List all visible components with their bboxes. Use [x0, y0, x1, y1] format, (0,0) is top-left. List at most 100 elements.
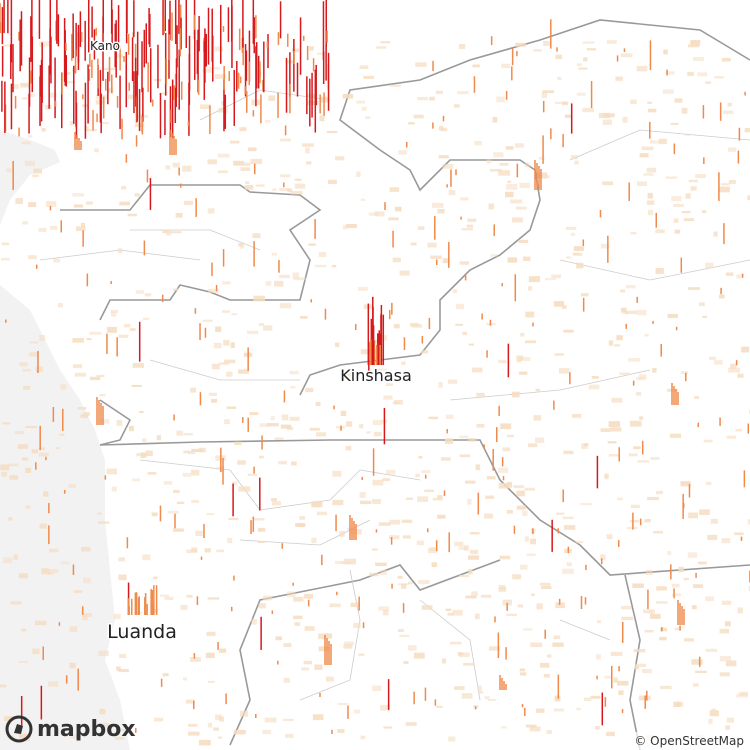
density-mark	[258, 323, 265, 326]
density-mark	[285, 733, 294, 738]
density-mark	[291, 190, 303, 195]
density-mark	[243, 162, 251, 167]
density-mark	[500, 423, 512, 430]
density-mark	[142, 554, 151, 561]
density-mark	[498, 467, 509, 473]
density-mark	[77, 407, 87, 410]
density-mark	[72, 364, 83, 369]
density-mark	[445, 414, 454, 419]
density-mark	[620, 53, 633, 58]
attribution[interactable]: © OpenStreetMap	[628, 732, 750, 750]
density-mark	[713, 231, 718, 237]
density-mark	[644, 629, 654, 633]
density-mark	[21, 628, 27, 632]
density-mark	[448, 190, 456, 196]
density-mark	[17, 444, 29, 449]
density-mark	[488, 698, 496, 701]
density-mark	[555, 512, 565, 515]
density-mark	[1, 471, 8, 477]
density-mark	[573, 246, 584, 251]
density-mark	[735, 429, 743, 432]
density-mark	[405, 497, 413, 500]
density-mark	[630, 231, 637, 235]
density-mark	[546, 730, 553, 734]
density-mark	[620, 307, 627, 313]
density-mark	[222, 281, 231, 285]
density-mark	[695, 670, 707, 674]
density-mark	[315, 264, 327, 268]
density-mark	[311, 537, 317, 544]
density-mark	[343, 644, 353, 649]
density-mark	[667, 551, 672, 556]
density-mark	[234, 441, 242, 446]
density-mark	[69, 662, 76, 669]
density-mark	[6, 168, 14, 173]
density-mark	[555, 602, 565, 609]
density-mark	[20, 82, 30, 88]
density-mark	[207, 159, 217, 165]
density-mark	[119, 653, 127, 659]
density-mark	[381, 335, 388, 341]
density-mark	[489, 168, 502, 172]
density-mark	[94, 148, 99, 153]
density-mark	[366, 431, 371, 434]
density-mark	[693, 584, 704, 588]
density-mark	[153, 576, 158, 580]
density-mark	[135, 290, 145, 294]
density-mark	[702, 315, 708, 319]
density-mark	[636, 376, 645, 381]
density-mark	[358, 653, 365, 656]
density-mark	[263, 595, 273, 601]
density-mark	[72, 67, 77, 73]
density-mark	[229, 140, 240, 144]
density-mark	[519, 356, 531, 362]
density-mark	[15, 198, 23, 205]
density-mark	[119, 201, 131, 206]
density-mark	[350, 602, 360, 608]
density-mark	[279, 303, 292, 309]
density-mark	[33, 168, 43, 174]
density-mark	[335, 156, 345, 161]
density-mark	[606, 731, 615, 737]
density-mark	[113, 613, 121, 620]
logo[interactable]: mapbox	[4, 714, 136, 744]
density-mark	[513, 485, 524, 489]
density-mark	[167, 510, 179, 514]
density-mark	[620, 289, 626, 293]
density-mark	[304, 626, 315, 631]
density-mark	[213, 727, 219, 731]
density-mark	[644, 518, 651, 523]
density-mark	[739, 691, 748, 696]
density-mark	[18, 660, 28, 664]
density-mark	[468, 437, 477, 442]
density-mark	[306, 161, 312, 165]
density-mark	[471, 591, 478, 596]
border	[299, 19, 750, 396]
density-mark	[50, 568, 59, 573]
density-mark	[719, 294, 725, 299]
density-mark	[301, 667, 310, 671]
density-mark	[287, 188, 293, 193]
density-mark	[563, 329, 574, 333]
density-mark	[21, 141, 31, 145]
density-mark	[486, 476, 496, 480]
density-mark	[22, 97, 28, 100]
density-mark	[255, 184, 265, 187]
density-mark	[207, 597, 220, 600]
density-mark	[538, 156, 545, 160]
density-mark	[691, 605, 697, 610]
density-mark	[72, 193, 84, 197]
density-mark	[636, 65, 648, 72]
density-mark	[681, 210, 691, 214]
density-mark	[608, 421, 621, 427]
city-label: Kano	[90, 39, 120, 53]
density-mark	[41, 568, 51, 575]
density-mark	[32, 174, 39, 178]
density-mark	[628, 358, 641, 362]
density-mark	[340, 410, 347, 416]
density-mark	[389, 187, 400, 192]
density-mark	[8, 517, 13, 521]
density-mark	[688, 179, 698, 183]
density-mark	[393, 323, 400, 329]
